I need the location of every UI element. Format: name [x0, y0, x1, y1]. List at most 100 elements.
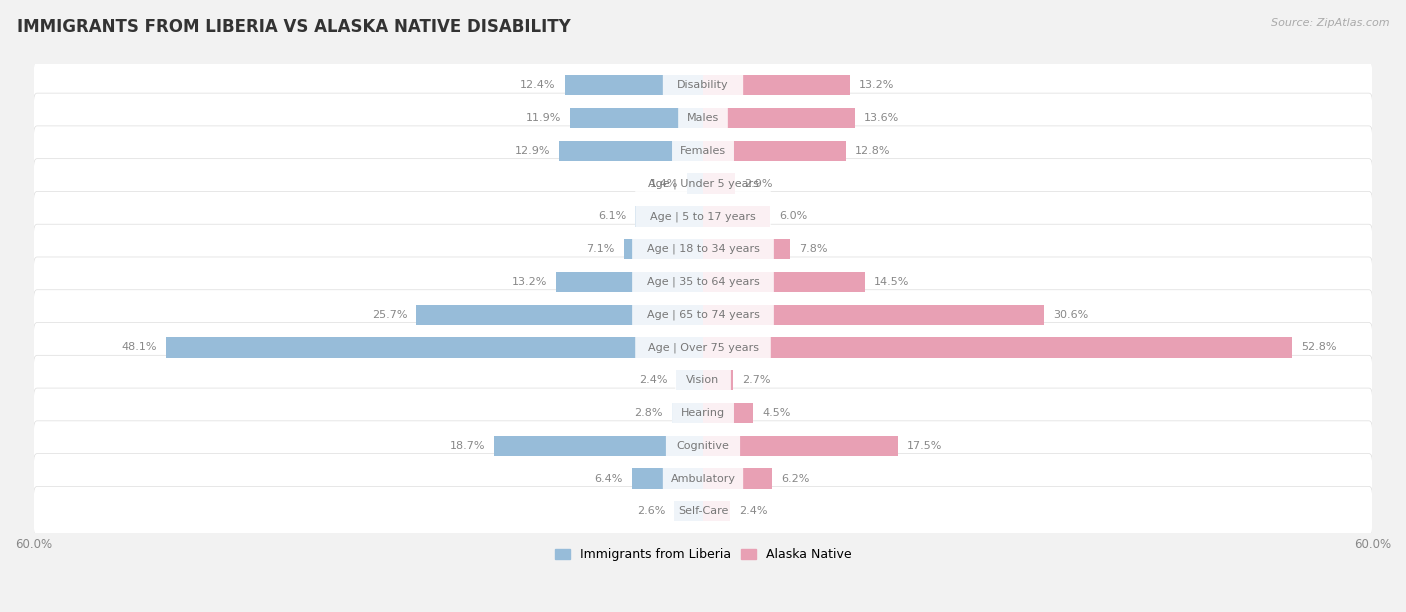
- Text: 2.9%: 2.9%: [744, 179, 773, 188]
- Text: Males: Males: [688, 113, 718, 123]
- Bar: [495, 436, 703, 456]
- Bar: [703, 501, 730, 521]
- Text: 17.5%: 17.5%: [907, 441, 942, 451]
- Text: Cognitive: Cognitive: [676, 441, 730, 451]
- FancyBboxPatch shape: [678, 105, 728, 132]
- FancyBboxPatch shape: [34, 289, 1372, 340]
- Text: 13.6%: 13.6%: [863, 113, 898, 123]
- Text: 2.6%: 2.6%: [637, 506, 665, 517]
- Text: 2.8%: 2.8%: [634, 408, 662, 418]
- FancyBboxPatch shape: [34, 93, 1372, 143]
- FancyBboxPatch shape: [34, 257, 1372, 307]
- FancyBboxPatch shape: [34, 192, 1372, 241]
- FancyBboxPatch shape: [636, 203, 770, 230]
- Text: 25.7%: 25.7%: [371, 310, 408, 319]
- Bar: [416, 305, 703, 325]
- Text: Age | Under 5 years: Age | Under 5 years: [648, 178, 758, 189]
- Text: Vision: Vision: [686, 375, 720, 385]
- Text: Females: Females: [681, 146, 725, 156]
- FancyBboxPatch shape: [675, 367, 731, 394]
- Text: 2.4%: 2.4%: [638, 375, 668, 385]
- Text: 12.9%: 12.9%: [515, 146, 550, 156]
- Bar: [676, 370, 703, 390]
- Bar: [703, 141, 846, 161]
- FancyBboxPatch shape: [662, 72, 744, 99]
- FancyBboxPatch shape: [34, 126, 1372, 176]
- Bar: [571, 108, 703, 128]
- Bar: [560, 141, 703, 161]
- Text: 30.6%: 30.6%: [1053, 310, 1088, 319]
- Text: Ambulatory: Ambulatory: [671, 474, 735, 483]
- FancyBboxPatch shape: [636, 334, 770, 361]
- Bar: [166, 337, 703, 357]
- Bar: [703, 403, 754, 423]
- FancyBboxPatch shape: [34, 61, 1372, 110]
- Bar: [555, 272, 703, 292]
- Text: 2.7%: 2.7%: [742, 375, 770, 385]
- Text: 6.4%: 6.4%: [595, 474, 623, 483]
- Bar: [703, 75, 851, 95]
- Bar: [703, 468, 772, 488]
- Text: 6.0%: 6.0%: [779, 211, 807, 222]
- Text: 48.1%: 48.1%: [122, 343, 157, 353]
- Text: 6.2%: 6.2%: [782, 474, 810, 483]
- Bar: [673, 501, 703, 521]
- Bar: [631, 468, 703, 488]
- Bar: [703, 305, 1045, 325]
- Text: 7.1%: 7.1%: [586, 244, 614, 254]
- Text: 12.8%: 12.8%: [855, 146, 890, 156]
- FancyBboxPatch shape: [34, 421, 1372, 471]
- Text: Age | 18 to 34 years: Age | 18 to 34 years: [647, 244, 759, 255]
- Legend: Immigrants from Liberia, Alaska Native: Immigrants from Liberia, Alaska Native: [550, 543, 856, 566]
- Text: Age | 5 to 17 years: Age | 5 to 17 years: [650, 211, 756, 222]
- FancyBboxPatch shape: [633, 236, 773, 263]
- Text: 2.4%: 2.4%: [738, 506, 768, 517]
- Text: 7.8%: 7.8%: [799, 244, 828, 254]
- Text: Hearing: Hearing: [681, 408, 725, 418]
- FancyBboxPatch shape: [633, 301, 773, 328]
- Bar: [703, 370, 733, 390]
- Text: 14.5%: 14.5%: [873, 277, 910, 287]
- Text: 6.1%: 6.1%: [598, 211, 626, 222]
- Bar: [703, 272, 865, 292]
- FancyBboxPatch shape: [34, 487, 1372, 536]
- Text: 52.8%: 52.8%: [1301, 343, 1337, 353]
- FancyBboxPatch shape: [666, 432, 740, 459]
- Text: 12.4%: 12.4%: [520, 80, 555, 90]
- FancyBboxPatch shape: [34, 453, 1372, 504]
- Text: 4.5%: 4.5%: [762, 408, 790, 418]
- FancyBboxPatch shape: [666, 498, 740, 524]
- Text: 1.4%: 1.4%: [650, 179, 679, 188]
- FancyBboxPatch shape: [636, 170, 770, 197]
- Bar: [703, 173, 735, 194]
- Text: Source: ZipAtlas.com: Source: ZipAtlas.com: [1271, 18, 1389, 28]
- Bar: [703, 206, 770, 226]
- FancyBboxPatch shape: [34, 323, 1372, 372]
- FancyBboxPatch shape: [34, 159, 1372, 209]
- FancyBboxPatch shape: [34, 224, 1372, 274]
- FancyBboxPatch shape: [34, 388, 1372, 438]
- Text: IMMIGRANTS FROM LIBERIA VS ALASKA NATIVE DISABILITY: IMMIGRANTS FROM LIBERIA VS ALASKA NATIVE…: [17, 18, 571, 36]
- FancyBboxPatch shape: [662, 465, 744, 492]
- Bar: [624, 239, 703, 259]
- FancyBboxPatch shape: [633, 269, 773, 296]
- Text: Age | Over 75 years: Age | Over 75 years: [648, 342, 758, 353]
- Text: 13.2%: 13.2%: [512, 277, 547, 287]
- Bar: [565, 75, 703, 95]
- Text: Self-Care: Self-Care: [678, 506, 728, 517]
- Text: 11.9%: 11.9%: [526, 113, 561, 123]
- Bar: [672, 403, 703, 423]
- Bar: [636, 206, 703, 226]
- Text: 18.7%: 18.7%: [450, 441, 485, 451]
- Bar: [703, 337, 1292, 357]
- FancyBboxPatch shape: [672, 137, 734, 164]
- Text: Disability: Disability: [678, 80, 728, 90]
- FancyBboxPatch shape: [672, 400, 734, 427]
- Bar: [703, 436, 898, 456]
- Text: 13.2%: 13.2%: [859, 80, 894, 90]
- Text: Age | 35 to 64 years: Age | 35 to 64 years: [647, 277, 759, 287]
- Bar: [688, 173, 703, 194]
- Bar: [703, 108, 855, 128]
- Text: Age | 65 to 74 years: Age | 65 to 74 years: [647, 310, 759, 320]
- Bar: [703, 239, 790, 259]
